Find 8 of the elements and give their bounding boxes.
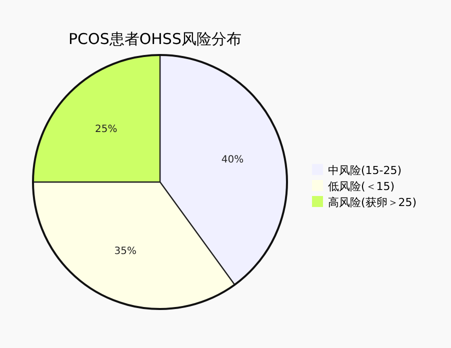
data-label: 25% [95, 124, 118, 136]
legend-label: 高风险(获卵＞25) [328, 196, 417, 209]
chart-title: PCOS患者OHSS风险分布 [68, 30, 242, 48]
data-label: 40% [221, 154, 244, 166]
legend: 中风险(15-25) 低风险(＜15) 高风险(获卵＞25) [312, 164, 417, 209]
data-label: 35% [114, 246, 137, 257]
legend-label: 低风险(＜15) [328, 180, 395, 193]
slice-label: 中风险(15-25) [328, 164, 402, 177]
